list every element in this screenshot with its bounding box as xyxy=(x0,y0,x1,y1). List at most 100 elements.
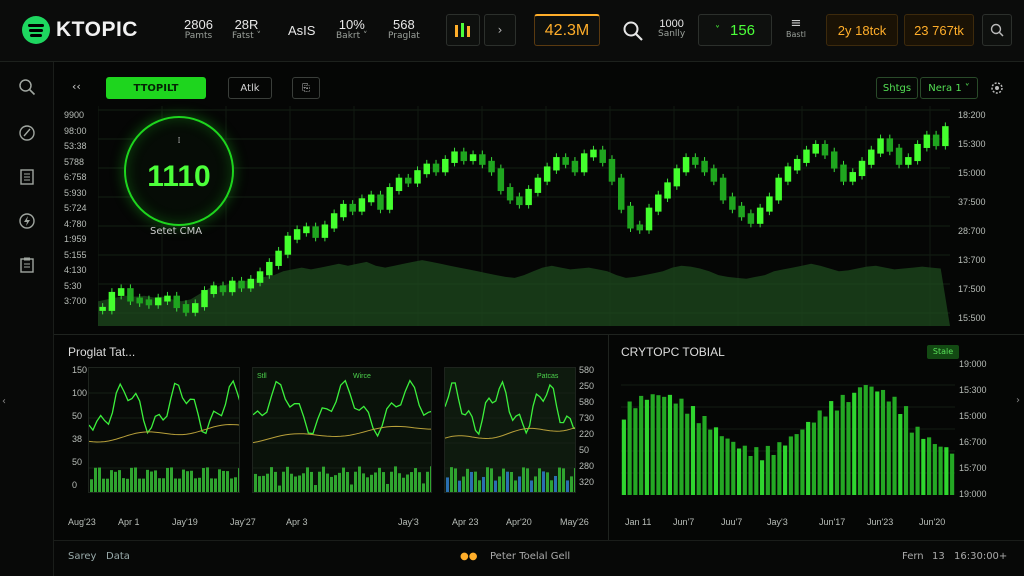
candle xyxy=(469,154,477,162)
candle xyxy=(840,164,847,182)
back-button[interactable]: ‹‹ xyxy=(72,80,81,93)
volume-bar xyxy=(470,471,473,492)
axis-tick-label: Jay'27 xyxy=(230,517,256,527)
search-button[interactable] xyxy=(982,14,1012,46)
volume-bar xyxy=(418,472,421,492)
stat-3[interactable]: AsIS xyxy=(288,23,315,38)
axis-tick-label: 17:500 xyxy=(958,284,986,294)
bar xyxy=(800,429,805,495)
bar xyxy=(627,401,632,495)
range-label: 2y 18tck xyxy=(837,22,887,38)
bar xyxy=(863,385,868,495)
status-right-label: Fern xyxy=(902,551,924,562)
candle xyxy=(460,151,468,162)
candlestick-chart[interactable] xyxy=(98,106,950,326)
candle xyxy=(655,194,662,212)
settings-label-button[interactable]: Shtgs xyxy=(876,77,918,99)
bolt-icon[interactable] xyxy=(17,212,37,232)
axis-tick-label: 320 xyxy=(579,477,595,487)
clipboard-icon[interactable] xyxy=(17,256,37,276)
brush-icon[interactable] xyxy=(17,124,37,144)
volume-bar xyxy=(198,477,201,492)
bar xyxy=(696,423,701,495)
axis-tick-label: 53:38 xyxy=(64,141,87,151)
stat-1[interactable]: 2806 Pamts xyxy=(184,17,213,42)
status-center-text: Peter Toelal Gell xyxy=(490,551,571,562)
collapse-right-icon[interactable]: › xyxy=(1016,395,1020,406)
axis-tick-label: 15:500 xyxy=(958,313,986,323)
volume-bar xyxy=(502,468,505,492)
document-icon[interactable] xyxy=(17,168,37,188)
candle xyxy=(210,285,218,295)
green-dropdown[interactable]: ˅ 156 xyxy=(698,14,772,46)
bar xyxy=(754,447,759,495)
bar-chart[interactable] xyxy=(621,363,955,495)
mini-chart-1[interactable] xyxy=(88,367,240,493)
app-logo[interactable]: KTOPIC xyxy=(22,16,138,44)
candle xyxy=(877,138,884,154)
axis-tick-label: 5:30 xyxy=(64,280,82,291)
volume-bar xyxy=(150,471,153,492)
search-icon[interactable] xyxy=(17,78,37,98)
axis-tick-label: 19:000 xyxy=(959,359,987,369)
tab-secondary[interactable]: Atlk xyxy=(228,77,272,99)
bar xyxy=(690,406,696,495)
candle xyxy=(145,299,153,306)
search-icon xyxy=(990,23,1004,37)
bars-icon-button[interactable] xyxy=(446,14,480,46)
volume-bar xyxy=(278,485,281,492)
range-dropdown[interactable]: Nera 1 ˅ xyxy=(920,77,978,99)
copy-icon[interactable]: ⎘ xyxy=(292,77,320,99)
count-button[interactable]: 23 767tk xyxy=(904,14,974,46)
candle xyxy=(247,278,255,289)
volume-bar xyxy=(266,473,269,492)
volume-bar xyxy=(346,471,349,492)
stat-label: Praglat xyxy=(388,31,420,42)
candle xyxy=(127,288,134,302)
bar xyxy=(794,434,799,495)
axis-tick-label: 4:130 xyxy=(64,265,87,275)
candle xyxy=(173,295,180,309)
candle xyxy=(701,160,708,173)
volume-bar xyxy=(118,470,121,492)
candle xyxy=(738,205,745,218)
main-chart-panel: ‹‹ TTOPILT Atlk ⎘ Shtgs Nera 1 ˅ 9900 98:… xyxy=(54,62,1024,334)
menu-button[interactable]: ≡ Bastl xyxy=(786,17,806,39)
volume-bar xyxy=(238,468,239,492)
candle xyxy=(191,303,199,313)
candle xyxy=(682,157,690,173)
volume-bar xyxy=(358,466,361,492)
volume-bar xyxy=(462,476,465,492)
bar xyxy=(921,438,926,495)
volume-bar xyxy=(362,473,365,492)
volume-bar xyxy=(182,469,185,492)
mini-chart-3[interactable]: Patcas xyxy=(444,367,576,493)
tab-active[interactable]: TTOPILT xyxy=(106,77,206,99)
volume-bar xyxy=(454,468,457,492)
candle xyxy=(608,158,616,182)
gear-icon[interactable] xyxy=(988,79,1006,97)
bar xyxy=(719,436,724,495)
next-button[interactable]: › xyxy=(484,14,516,46)
price-box[interactable]: 42.3M xyxy=(534,14,600,46)
candle xyxy=(275,250,282,266)
product-panel: Proglat Tat... 150 100 50 38 50 0 580 250 580 73… xyxy=(54,334,608,540)
axis-tick-label: Jun'7 xyxy=(673,517,695,527)
volume-bar xyxy=(146,469,149,492)
volume-bar xyxy=(114,471,117,492)
price-value: 42.3M xyxy=(544,21,590,39)
stat-search[interactable]: 1000 Sanlly xyxy=(658,18,685,40)
collapse-left-icon[interactable]: ‹ xyxy=(2,396,6,407)
mini-chart-2[interactable]: Stll Wirce xyxy=(252,367,432,493)
candle xyxy=(108,291,116,311)
candle xyxy=(617,177,625,210)
stat-4[interactable]: 10% Bakrt ˅ xyxy=(336,17,368,42)
range-button[interactable]: 2y 18tck xyxy=(826,14,898,46)
volume-bar xyxy=(282,471,285,492)
stat-2[interactable]: 28R Fatst ˅ xyxy=(232,17,261,42)
stat-5[interactable]: 568 Praglat xyxy=(388,17,420,42)
volume-bar xyxy=(222,470,225,492)
search-icon[interactable] xyxy=(622,20,644,42)
volume-bar xyxy=(130,467,133,492)
bar xyxy=(788,436,793,495)
